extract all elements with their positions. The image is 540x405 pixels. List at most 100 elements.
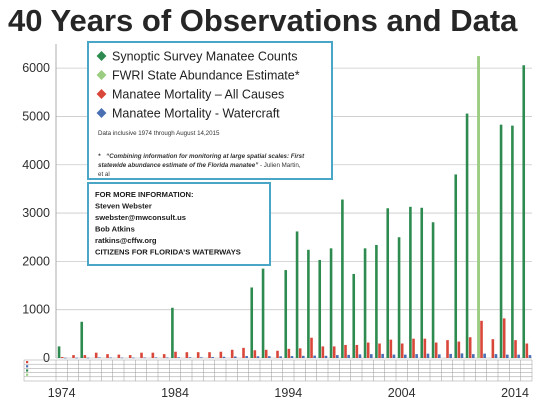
data-table	[23, 359, 533, 382]
chart-title: 40 Years of Observations and Data	[8, 3, 518, 38]
bar-synoptic-survey-manatee-counts-2003	[386, 208, 390, 358]
x-tick-label: 2004	[388, 386, 416, 400]
bar-synoptic-survey-manatee-counts-2000	[352, 273, 356, 358]
legend-marker	[96, 70, 107, 80]
bar-synoptic-survey-manatee-counts-1995	[295, 231, 299, 358]
bar-manatee-mortality-all-causes-1998	[332, 346, 336, 358]
bar-manatee-mortality-watercraft-1996	[313, 355, 316, 358]
bar-manatee-mortality-all-causes-1983	[162, 354, 166, 358]
bar-manatee-mortality-all-causes-2005	[412, 338, 415, 358]
y-tick-label: 0	[43, 351, 50, 365]
bar-synoptic-survey-manatee-counts-2005	[409, 206, 412, 358]
bar-manatee-mortality-watercraft-2000	[358, 354, 362, 358]
bar-fwri-state-abundance-estimate-2011	[477, 56, 480, 358]
bar-manatee-mortality-watercraft-2014	[517, 354, 520, 358]
bar-synoptic-survey-manatee-counts-2013	[499, 124, 503, 358]
bar-manatee-mortality-all-causes-1980	[128, 355, 132, 358]
bar-synoptic-survey-manatee-counts-1996	[307, 249, 310, 358]
bar-manatee-mortality-all-causes-1996	[310, 337, 313, 358]
bar-manatee-mortality-watercraft-1985	[188, 357, 192, 358]
bar-manatee-mortality-watercraft-1980	[132, 357, 135, 359]
x-tick-label: 2014	[501, 386, 529, 400]
legend-marker	[96, 108, 107, 118]
bar-manatee-mortality-all-causes-1989	[230, 349, 234, 358]
bar-manatee-mortality-watercraft-1977	[98, 357, 101, 359]
bar-manatee-mortality-watercraft-1992	[268, 356, 271, 358]
bar-manatee-mortality-watercraft-1988	[222, 356, 226, 358]
bar-synoptic-survey-manatee-counts-2006	[420, 207, 424, 358]
bar-manatee-mortality-all-causes-1995	[298, 348, 302, 358]
bar-manatee-mortality-all-causes-1977	[94, 352, 98, 358]
info-line: swebster@mwconsult.us	[95, 213, 186, 222]
legend-label: Synoptic Survey Manatee Counts	[112, 50, 298, 64]
bar-manatee-mortality-watercraft-1978	[109, 357, 112, 359]
table-frame	[23, 359, 533, 382]
legend-label: Manatee Mortality – All Causes	[112, 88, 284, 102]
bar-manatee-mortality-all-causes-2008	[446, 340, 449, 358]
bar-manatee-mortality-watercraft-1982	[154, 357, 158, 359]
y-tick-label: 3000	[22, 206, 50, 220]
bar-manatee-mortality-all-causes-1999	[344, 344, 347, 358]
bar-manatee-mortality-all-causes-2014	[514, 340, 517, 358]
info-line: ratkins@cffw.org	[95, 236, 157, 245]
bar-manatee-mortality-all-causes-2012	[491, 339, 495, 358]
bar-manatee-mortality-all-causes-2013	[502, 318, 506, 358]
bar-manatee-mortality-all-causes-2011	[480, 320, 483, 358]
bar-manatee-mortality-all-causes-2001	[366, 342, 370, 358]
bar-manatee-mortality-watercraft-1998	[336, 355, 339, 358]
table-row-swatch	[26, 377, 29, 380]
bar-manatee-mortality-all-causes-1981	[140, 352, 143, 358]
bar-manatee-mortality-all-causes-1974	[60, 357, 64, 358]
bar-manatee-mortality-watercraft-2011	[483, 353, 486, 358]
bar-manatee-mortality-watercraft-1999	[347, 354, 350, 358]
info-box: FOR MORE INFORMATION: Steven Webster swebs…	[87, 182, 271, 266]
bar-manatee-mortality-all-causes-2015	[525, 343, 529, 358]
bar-synoptic-survey-manatee-counts-1999	[341, 199, 344, 358]
bar-synoptic-survey-manatee-counts-2014	[511, 125, 514, 358]
legend-note: Data inclusive 1974 through August 14,20…	[98, 130, 220, 137]
bar-manatee-mortality-all-causes-1986	[196, 352, 200, 358]
bar-manatee-mortality-all-causes-1976	[83, 355, 87, 358]
bar-manatee-mortality-watercraft-1991	[256, 356, 260, 358]
bar-manatee-mortality-watercraft-1974	[64, 357, 67, 359]
bar-manatee-mortality-watercraft-2005	[415, 354, 418, 358]
x-tick-label: 1984	[161, 386, 189, 400]
info-line: FOR MORE INFORMATION:	[95, 190, 194, 199]
bar-manatee-mortality-watercraft-1987	[211, 357, 214, 358]
bar-manatee-mortality-watercraft-1979	[120, 357, 124, 359]
bar-manatee-mortality-watercraft-2002	[381, 353, 384, 358]
bar-manatee-mortality-watercraft-2003	[392, 354, 396, 358]
y-tick-label: 5000	[22, 109, 50, 123]
bar-manatee-mortality-all-causes-2002	[378, 343, 381, 358]
bar-manatee-mortality-watercraft-1983	[166, 357, 169, 359]
footnote-attribution-cont: et al	[98, 171, 110, 178]
bar-synoptic-survey-manatee-counts-2010	[465, 113, 469, 358]
y-tick-label: 1000	[22, 303, 50, 317]
bar-manatee-mortality-all-causes-2003	[389, 339, 393, 358]
bar-synoptic-survey-manatee-counts-2001	[363, 248, 367, 358]
footnote-line-1: * “Combining information for monitoring …	[98, 153, 305, 160]
bar-manatee-mortality-all-causes-1979	[117, 354, 121, 358]
bar-synoptic-survey-manatee-counts-2002	[375, 244, 378, 358]
y-tick-label: 2000	[22, 254, 50, 268]
legend-marker	[96, 89, 107, 99]
bar-manatee-mortality-watercraft-1995	[302, 355, 305, 358]
bar-synoptic-survey-manatee-counts-2007	[431, 222, 435, 358]
table-row-swatch	[26, 365, 29, 368]
bar-manatee-mortality-watercraft-2012	[494, 354, 498, 358]
bar-manatee-mortality-watercraft-2007	[438, 354, 441, 358]
info-line: Bob Atkins	[95, 225, 135, 234]
legend-label: FWRI State Abundance Estimate*	[112, 69, 300, 83]
bar-manatee-mortality-all-causes-1990	[242, 347, 245, 358]
bar-manatee-mortality-watercraft-1997	[324, 355, 328, 358]
info-box-frame	[87, 182, 271, 266]
bar-manatee-mortality-all-causes-1985	[185, 352, 189, 358]
info-line: CITIZENS FOR FLORIDA’S WATERWAYS	[95, 248, 241, 257]
bar-synoptic-survey-manatee-counts-2015	[522, 65, 526, 359]
x-tick-label: 1994	[274, 386, 302, 400]
bar-synoptic-survey-manatee-counts-1984	[171, 307, 174, 358]
bar-manatee-mortality-watercraft-2008	[449, 353, 452, 358]
y-axis-ticks: 0 1000 2000 3000 4000 5000 6000	[22, 61, 50, 365]
footnote-quote-cont: statewide abundance estimate of the Flor…	[98, 162, 259, 169]
legend-box	[87, 41, 333, 180]
